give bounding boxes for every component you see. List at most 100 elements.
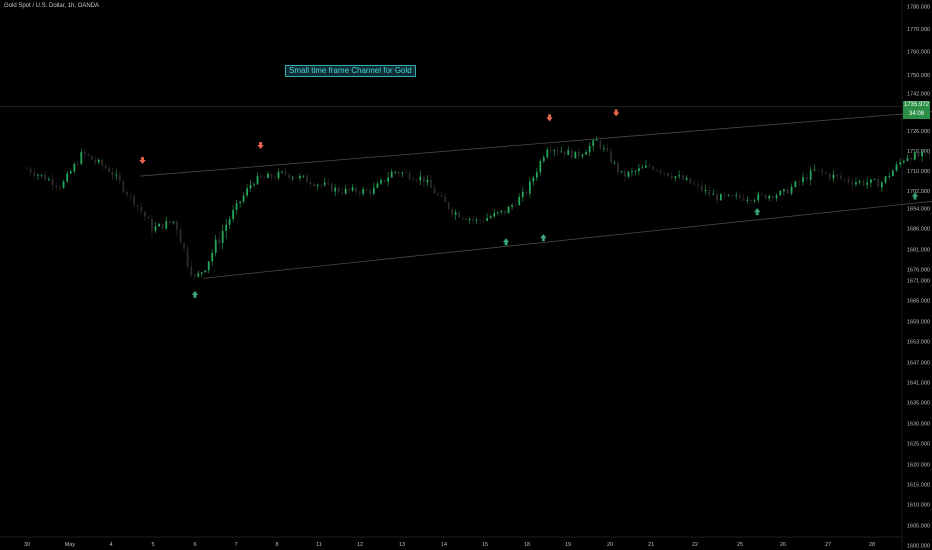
candle-body: [553, 150, 556, 152]
y-tick-label: 1659.000: [907, 320, 930, 326]
candle-body: [731, 194, 734, 196]
channel-upper-line: [140, 111, 932, 177]
x-tick-label: 15: [482, 542, 488, 548]
candle-body: [376, 183, 379, 188]
candle-body: [847, 179, 850, 183]
candle-body: [727, 194, 730, 196]
candle-body: [549, 149, 552, 152]
candle-body: [207, 261, 210, 271]
channel-annotation[interactable]: Small time frame Channel for Gold: [285, 65, 416, 77]
candle-body: [821, 170, 824, 173]
candle-body: [274, 177, 276, 179]
candle-body: [539, 161, 542, 173]
candle-body: [719, 194, 722, 201]
candle-body: [843, 178, 846, 180]
x-tick-label: 18: [524, 542, 530, 548]
candle-body: [670, 175, 673, 179]
candle-body: [183, 243, 185, 249]
candle-body: [383, 179, 386, 182]
candle-body: [648, 165, 651, 167]
candle-body: [753, 200, 756, 202]
candle-body: [921, 152, 923, 157]
candle-body: [80, 152, 83, 165]
candle-body: [786, 189, 789, 194]
candle-body: [870, 179, 872, 183]
candle-body: [200, 272, 203, 274]
candle-body: [76, 164, 79, 165]
candle-body: [667, 172, 669, 176]
candle-body: [884, 176, 887, 183]
candle-body: [910, 157, 913, 160]
candle-body: [475, 219, 478, 221]
candle-body: [143, 211, 146, 217]
candle-body: [489, 216, 492, 218]
candle-body: [129, 195, 132, 196]
candle-body: [840, 175, 842, 179]
candle-body: [29, 168, 32, 173]
candle-body: [225, 224, 228, 231]
sell-arrow-icon: [546, 114, 553, 122]
y-tick-label: 1770.000: [907, 27, 930, 33]
sell-arrow-icon: [257, 141, 264, 149]
candle-body: [750, 200, 752, 202]
candle-body: [58, 186, 61, 188]
candle-body: [779, 191, 782, 196]
candle-body: [514, 205, 517, 206]
y-tick-label: 1615.000: [907, 483, 930, 489]
y-tick-label: 1610.000: [907, 503, 930, 509]
candle-body: [401, 172, 404, 174]
buy-arrow-icon: [502, 238, 510, 246]
candle-body: [390, 171, 393, 178]
candle-body: [344, 188, 347, 194]
buy-arrow-icon: [191, 290, 199, 298]
candle-body: [235, 203, 238, 210]
candle-body: [899, 162, 902, 165]
candle-body: [140, 206, 143, 212]
candle-body: [617, 162, 619, 172]
y-tick-label: 1641.000: [907, 381, 930, 387]
candle-body: [66, 173, 69, 182]
candle-body: [906, 157, 909, 161]
candle-body: [358, 192, 361, 194]
candle-body: [73, 164, 76, 172]
candle-body: [627, 171, 630, 177]
candle-body: [94, 159, 97, 163]
x-tick-label: 5: [151, 542, 154, 548]
candle-body: [176, 221, 178, 230]
candle-body: [197, 273, 200, 277]
x-tick-label: 27: [825, 542, 831, 548]
candle-body: [214, 239, 217, 253]
candle-body: [281, 171, 283, 173]
candle-body: [771, 196, 774, 199]
candle-body: [735, 195, 738, 197]
candle-body: [634, 170, 637, 172]
candle-body: [253, 184, 255, 186]
candle-body: [380, 179, 382, 184]
candle-body: [408, 172, 411, 180]
candle-body: [521, 191, 524, 198]
candle-body: [172, 221, 175, 223]
candle-body: [405, 172, 407, 174]
candle-body: [51, 179, 54, 186]
candle-body: [440, 195, 443, 197]
candle-body: [836, 174, 839, 176]
candle-body: [704, 189, 707, 192]
x-tick-label: 12: [357, 542, 363, 548]
candle-body: [723, 194, 726, 196]
candle-body: [689, 178, 692, 184]
candle-body: [873, 179, 876, 181]
candle-body: [218, 239, 221, 244]
sell-arrow-icon: [139, 157, 146, 165]
candle-body: [246, 188, 248, 196]
candle-body: [862, 180, 865, 185]
candle-body: [866, 182, 869, 185]
y-tick-label: 1676.000: [907, 268, 930, 274]
candle-body: [563, 151, 566, 155]
x-tick-label: 6: [193, 542, 196, 548]
candle-body: [327, 182, 330, 184]
y-tick-label: 1630.000: [907, 422, 930, 428]
candle-body: [291, 177, 294, 179]
candle-body: [151, 218, 153, 231]
